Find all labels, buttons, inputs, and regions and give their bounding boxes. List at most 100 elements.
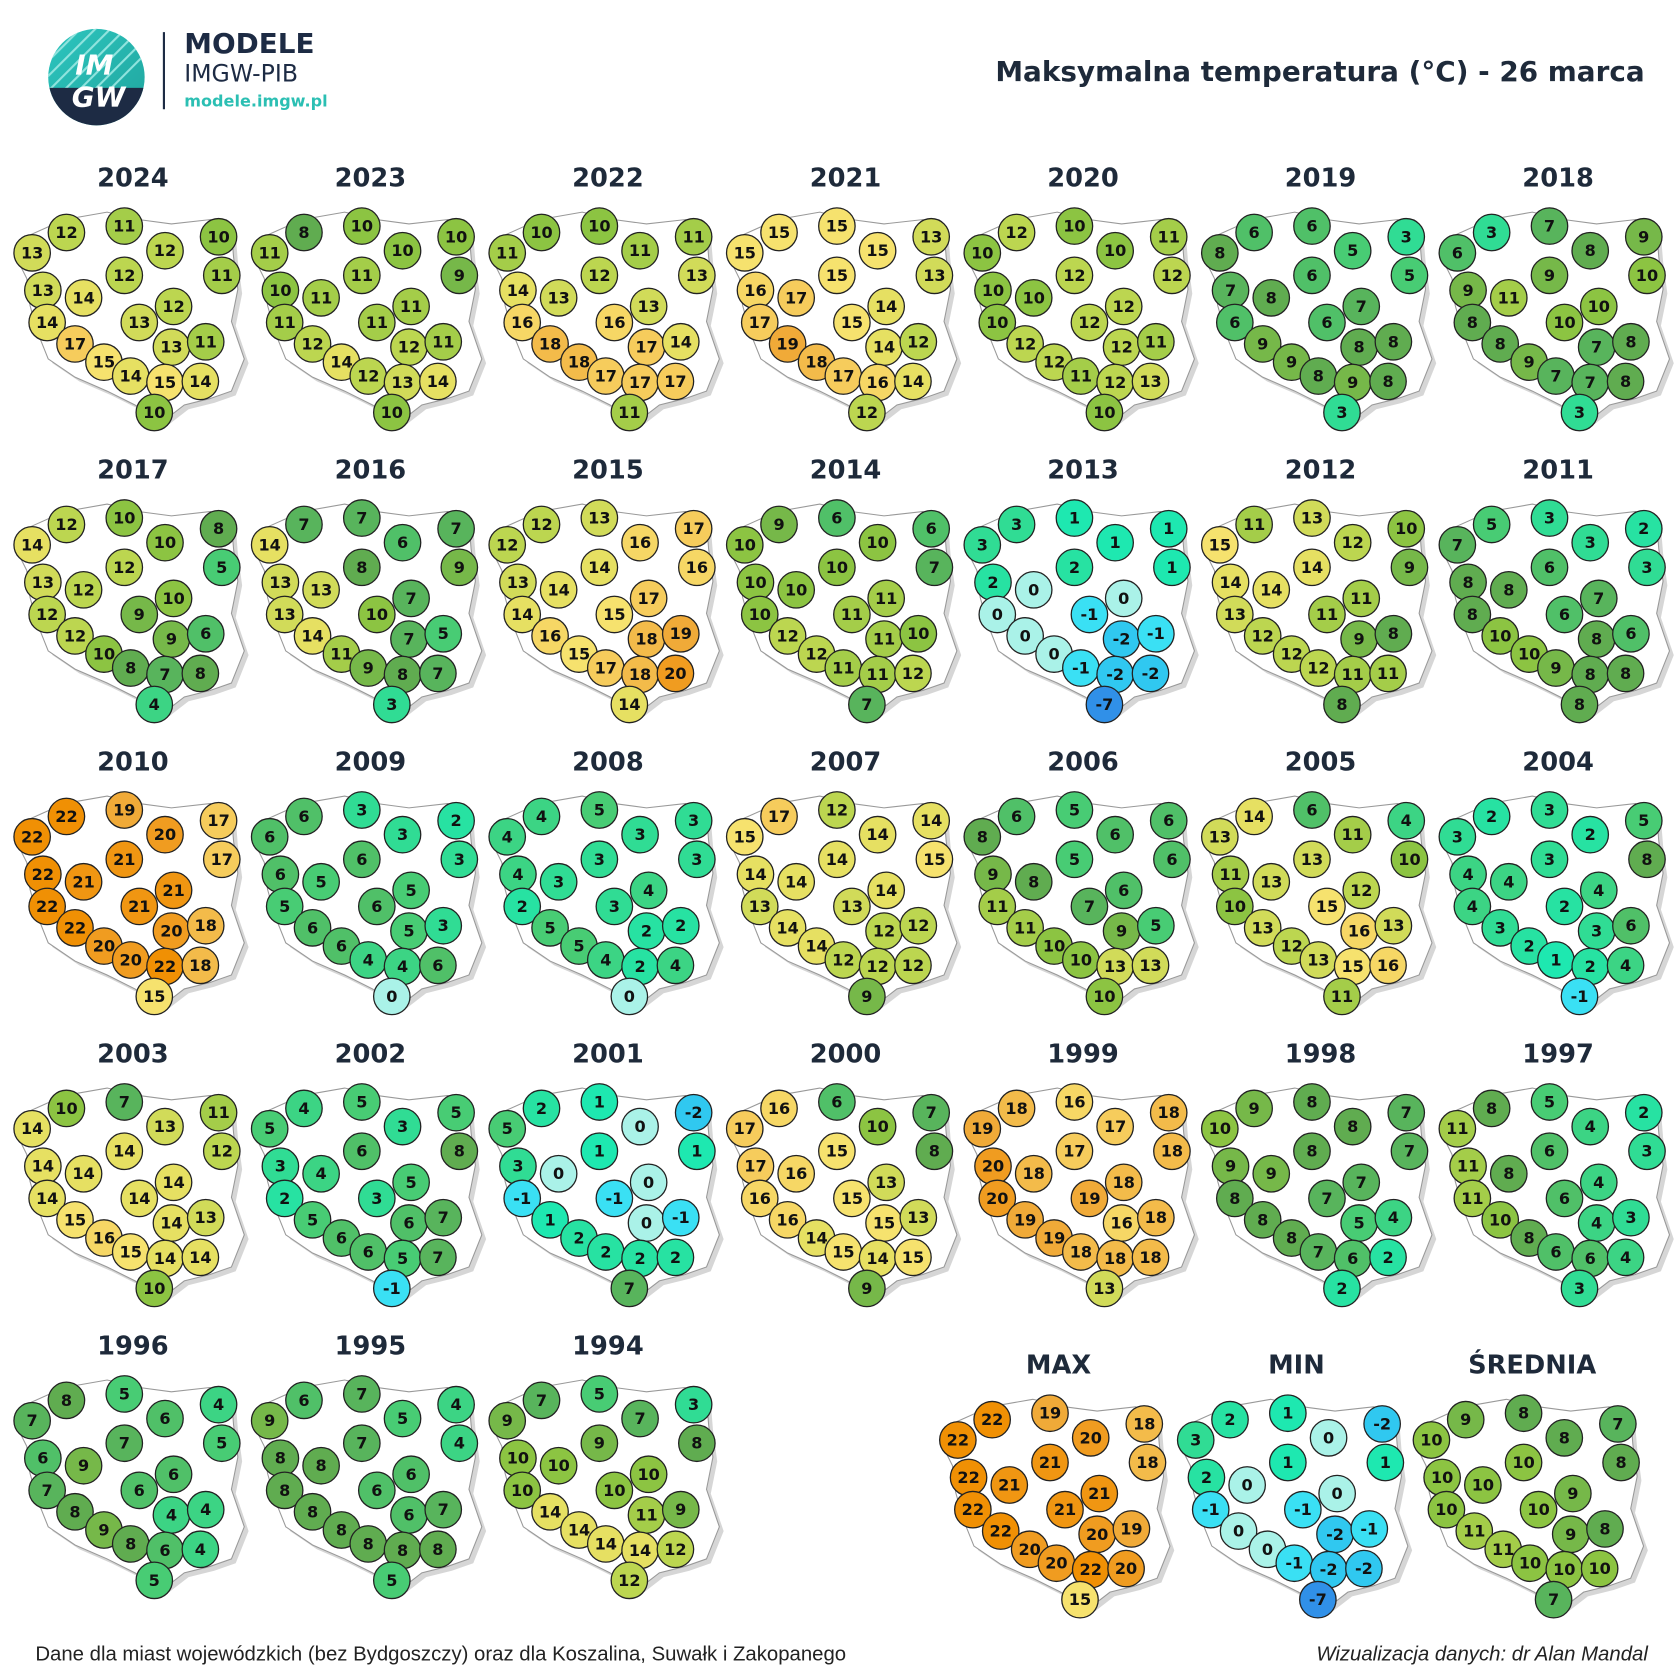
city-value: 14 — [670, 332, 692, 351]
city-value: 8 — [432, 1540, 443, 1559]
city-marker — [661, 906, 700, 945]
city-marker — [1390, 256, 1429, 295]
city-value: 11 — [400, 297, 422, 316]
city-value: 9 — [1286, 353, 1297, 372]
city-value: 2 — [1524, 937, 1535, 956]
city-value: 3 — [1574, 403, 1585, 422]
city-value: 4 — [1593, 881, 1604, 900]
city-marker — [503, 887, 542, 926]
city-value: 6 — [1347, 1249, 1358, 1268]
city-value: 10 — [907, 624, 929, 643]
city-value: 18 — [1023, 1164, 1045, 1183]
map: MAX 22 19 18 22 20 18 21 22 21 21 22 21 22 20 19 20 20 22 2… — [938, 1351, 1175, 1619]
city-marker — [760, 797, 798, 836]
city-value: 18 — [805, 353, 827, 372]
city-value: 18 — [1070, 1242, 1092, 1261]
city-value: 13 — [1382, 916, 1404, 935]
city-value: 7 — [1612, 1414, 1623, 1433]
city-marker — [580, 256, 619, 295]
city-value: 2 — [1559, 897, 1570, 916]
city-marker — [1293, 548, 1331, 587]
city-marker — [1085, 1269, 1124, 1308]
city-value: 12 — [1063, 266, 1085, 285]
city-marker — [1200, 233, 1239, 272]
city-value: 6 — [1163, 811, 1174, 830]
city-marker — [1215, 303, 1254, 342]
city-value: 10 — [986, 313, 1008, 332]
city-value: 8 — [1286, 1229, 1297, 1248]
city-value: 14 — [805, 937, 827, 956]
city-value: 4 — [166, 1506, 177, 1525]
city-value: 9 — [773, 515, 784, 534]
city-value: 14 — [189, 1248, 211, 1267]
city-marker — [777, 1154, 816, 1193]
city-value: 20 — [1045, 1554, 1067, 1573]
city-marker — [915, 1132, 954, 1171]
city-value: 10 — [1093, 403, 1115, 422]
city-marker — [1545, 1179, 1584, 1218]
city-value: 12 — [664, 1540, 686, 1559]
city-marker — [120, 1471, 159, 1510]
city-marker — [1519, 1490, 1558, 1529]
map-label: 2019 — [1285, 163, 1357, 193]
city-value: 7 — [1401, 1103, 1412, 1122]
city-marker — [64, 1154, 103, 1193]
city-value: 3 — [397, 1117, 408, 1136]
city-value: 14 — [258, 535, 280, 554]
city-marker — [372, 977, 411, 1016]
city-marker — [1387, 509, 1426, 548]
city-value: 10 — [734, 535, 756, 554]
city-value: 9 — [454, 558, 465, 577]
city-value: 9 — [502, 1411, 513, 1430]
city-value: 4 — [316, 1164, 327, 1183]
city-marker — [1252, 1154, 1291, 1193]
city-marker — [1453, 595, 1492, 634]
city-value: 1 — [544, 1210, 555, 1229]
city-marker — [1293, 1083, 1331, 1121]
map-label: ŚREDNIA — [1468, 1349, 1596, 1381]
city-marker — [1342, 871, 1381, 910]
city-marker — [1104, 1163, 1143, 1202]
city-value: 5 — [594, 800, 605, 819]
city-value: 5 — [438, 624, 449, 643]
city-value: 15 — [923, 850, 945, 869]
city-value: 14 — [120, 367, 142, 386]
city-marker — [760, 213, 798, 252]
city-value: 8 — [1585, 665, 1596, 684]
city-value: 22 — [55, 807, 77, 826]
city-marker — [357, 1471, 396, 1510]
map-label: 2017 — [97, 455, 169, 485]
city-value: 11 — [310, 288, 332, 307]
city-marker — [1055, 1132, 1094, 1171]
city-marker — [47, 1089, 86, 1128]
city-marker — [1252, 570, 1291, 609]
city-marker — [1438, 1109, 1477, 1148]
city-value: 4 — [670, 956, 681, 975]
city-marker — [1235, 213, 1273, 252]
map-label: 2020 — [1047, 163, 1119, 193]
city-value: 14 — [902, 372, 924, 391]
city-value: 8 — [1625, 332, 1636, 351]
city-value: 13 — [637, 297, 659, 316]
city-value: 18 — [1136, 1453, 1158, 1472]
city-value: 8 — [929, 1142, 940, 1161]
city-value: 8 — [1641, 850, 1652, 869]
city-value: 2 — [675, 916, 686, 935]
city-marker — [938, 1421, 977, 1459]
city-value: 7 — [929, 558, 940, 577]
city-value: 16 — [1063, 1092, 1085, 1111]
city-value: 13 — [1251, 918, 1273, 937]
city-marker — [629, 1163, 668, 1202]
city-value: 20 — [154, 825, 176, 844]
city-marker — [146, 1107, 184, 1146]
city-value: 0 — [553, 1164, 564, 1183]
city-marker — [293, 617, 332, 655]
city-marker — [1390, 548, 1429, 587]
map-label: 2014 — [810, 455, 882, 485]
city-marker — [1580, 1549, 1619, 1588]
city-value: 9 — [987, 865, 998, 884]
city-marker — [1560, 685, 1599, 724]
city-value: 0 — [1028, 580, 1039, 599]
